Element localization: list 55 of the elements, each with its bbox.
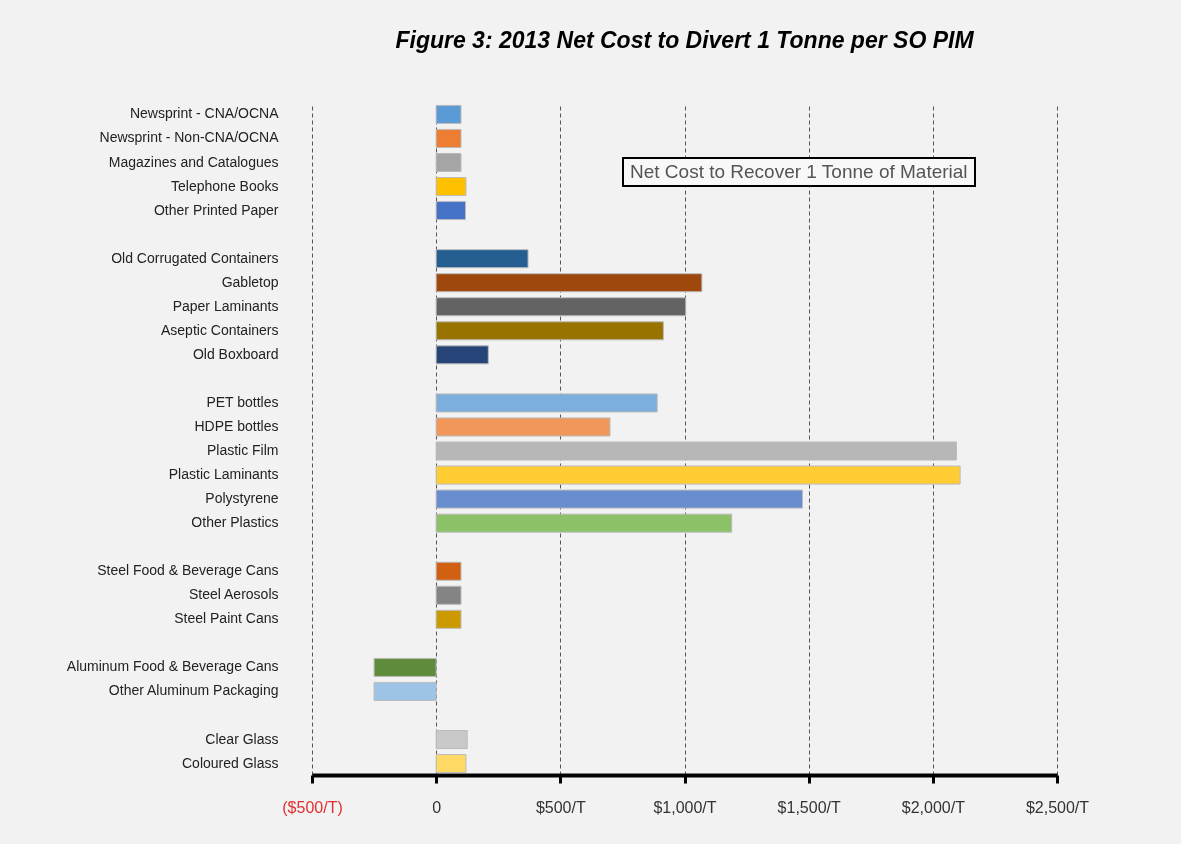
x-tick-label: $1,500/T [777,798,841,816]
y-tick-label: Old Boxboard [192,345,279,362]
bar [373,681,437,701]
bar [435,561,462,581]
bar [435,249,529,269]
y-tick-label: HDPE bottles [194,417,279,434]
bar [435,465,961,485]
chart-title: Figure 3: 2013 Net Cost to Divert 1 Tonne per SO PIM [395,27,975,53]
bar [435,201,466,221]
y-tick-label: Steel Aerosols [189,586,279,603]
y-tick-label: Aseptic Containers [160,321,279,338]
y-tick-label: Steel Paint Cans [174,610,279,627]
x-tick-label: $1,000/T [653,798,717,816]
bar [435,754,467,774]
bar [435,609,462,629]
bar [373,657,437,677]
y-tick-label: PET bottles [206,393,279,410]
y-tick-label: Polystyrene [205,490,279,507]
y-tick-label: Telephone Books [171,177,279,194]
bar [435,273,703,293]
bar [435,104,462,124]
y-tick-label: Newsprint - CNA/OCNA [129,105,280,122]
bar [435,417,611,437]
bar [435,345,489,365]
bar [435,513,733,533]
y-tick-label: Paper Laminants [172,297,279,314]
y-tick-label: Magazines and Catalogues [108,153,279,170]
bar [435,489,803,509]
bar [435,152,462,173]
y-tick-label: Newsprint - Non-CNA/OCNA [99,129,280,146]
x-tick-label: ($500/T) [282,798,343,816]
bar [435,297,687,317]
y-tick-label: Aluminum Food & Beverage Cans [66,658,279,675]
y-tick-label: Old Corrugated Containers [111,249,279,266]
bar [435,393,658,413]
y-tick-label: Steel Food & Beverage Cans [97,562,279,579]
y-tick-label: Other Aluminum Packaging [108,682,279,699]
y-tick-label: Other Plastics [191,514,279,531]
bar [435,730,468,750]
x-tick-label: $2,500/T [1025,798,1090,816]
y-tick-label: Gabletop [221,273,279,290]
y-tick-label: Clear Glass [205,730,279,747]
bar [435,321,664,341]
x-tick-label: $500/T [535,798,586,816]
y-tick-label: Coloured Glass [182,754,279,771]
y-tick-label: Plastic Film [206,442,279,459]
bar [435,585,462,605]
bar [435,128,462,148]
annotation: Net Cost to Recover 1 Tonne of Material [622,157,976,187]
bar [435,177,467,197]
y-tick-label: Plastic Laminants [168,466,279,483]
x-tick-label: 0 [432,798,442,816]
x-tick-label: $2,000/T [901,798,966,816]
y-tick-label: Other Printed Paper [153,201,279,218]
bar [435,441,957,461]
